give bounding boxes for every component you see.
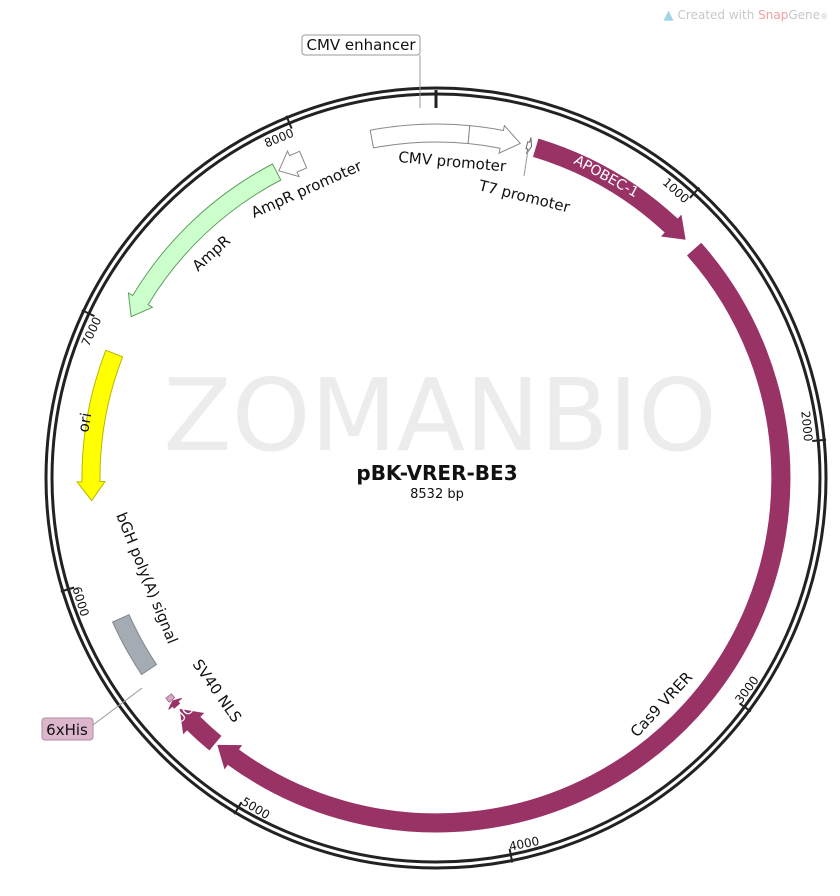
ori-feature[interactable] [75,349,124,502]
cmv-promoter-feature[interactable] [467,124,522,154]
tick-label: 2000 [798,410,815,442]
backbone-outer-ring [44,86,828,870]
6xhis-label[interactable]: 6xHis [46,721,88,739]
ampr-promoter-label[interactable]: AmpR promoter [248,156,365,221]
sv40-nls-feature[interactable] [168,697,182,710]
cas9-vrer-feature[interactable] [217,242,791,833]
snapgene-logo-icon: ▲ [663,8,674,23]
tick-mark [812,438,827,442]
credit-mark: ® [820,12,828,21]
tick-label: 8000 [262,126,296,151]
tick-mark [508,848,514,863]
tick-mark [81,309,95,318]
bgh-poly-a-signal-feature[interactable] [111,614,158,676]
t7-promoter-leader [523,149,529,177]
ori-label[interactable]: ori [74,411,95,433]
cmv-promoter-label[interactable]: CMV promoter [398,148,508,175]
cmv-enhancer-label-box [301,34,421,56]
credit-brand: Snap [758,8,789,22]
cmv-enhancer-label[interactable]: CMV enhancer [306,36,416,54]
6xhis-feature[interactable] [165,693,176,703]
tick-mark [285,115,293,129]
credit-suffix: Gene [788,8,820,22]
6xhis-label-box [41,717,94,741]
tick-mark [233,801,243,815]
snapgene-credit: ▲ Created with Snap Gene ® [664,8,828,23]
t7-promoter-feature[interactable] [525,137,533,155]
credit-prefix: Created with [677,8,759,22]
cmv-enhancer-feature[interactable] [369,123,471,149]
tick-mark [689,186,701,199]
tick-mark [738,702,752,713]
tick-mark [60,586,75,593]
plasmid-name: pBK-VRER-BE3 [356,461,517,485]
plasmid-length: 8532 bp [410,487,464,502]
apobec-1-label[interactable]: APOBEC-1 [571,153,641,202]
ugi-feature[interactable] [179,708,222,751]
apobec-1-feature[interactable] [532,138,686,240]
tick-label: 4000 [508,834,541,854]
ampr-feature[interactable] [127,163,282,318]
6xhis-leader [92,687,143,726]
watermark: ZOMANBIO [163,357,717,474]
ampr-promoter-feature[interactable] [278,149,308,178]
t7-promoter-label[interactable]: T7 promoter [476,176,572,216]
